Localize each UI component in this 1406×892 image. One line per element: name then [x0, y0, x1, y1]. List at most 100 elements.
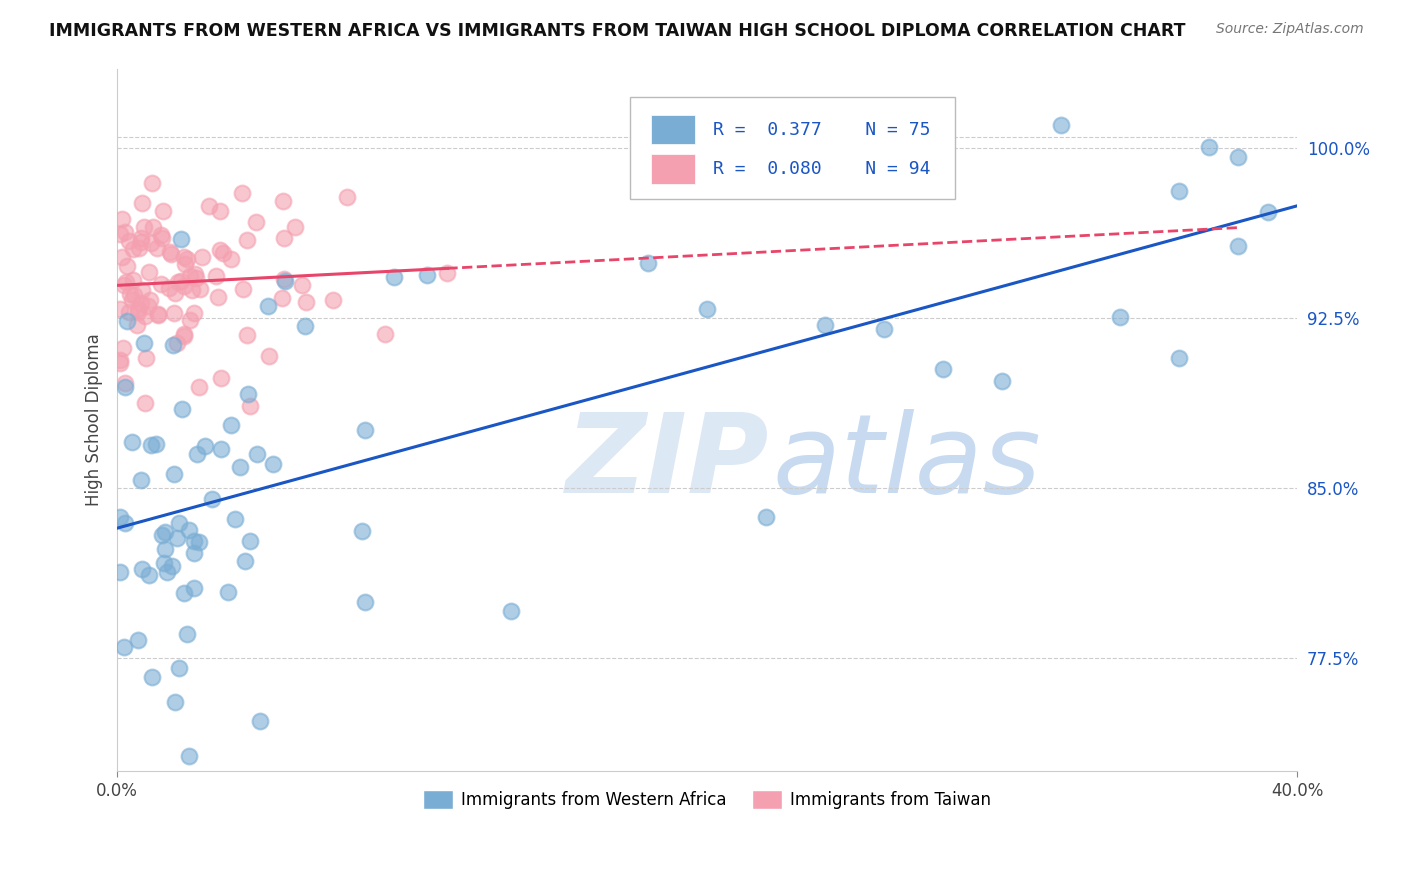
Point [246, 447, 269, 461]
Point [159, 245, 181, 260]
Point [141, 670, 163, 684]
Point [239, 533, 262, 548]
Point [146, 307, 169, 321]
Point [138, 568, 160, 582]
Point [209, 442, 232, 457]
Point [179, 313, 201, 327]
Point [108, 566, 131, 580]
Point [115, 260, 138, 274]
Y-axis label: High School Diploma: High School Diploma [86, 334, 103, 507]
Point [118, 304, 141, 318]
Point [188, 282, 211, 296]
Point [135, 351, 157, 366]
Point [217, 585, 239, 599]
Point [183, 534, 205, 549]
Point [139, 293, 162, 307]
Point [142, 219, 165, 234]
Point [169, 661, 191, 675]
Point [160, 246, 183, 260]
Point [170, 274, 193, 288]
Point [236, 327, 259, 342]
Point [209, 243, 232, 257]
Point [416, 268, 439, 283]
Point [176, 627, 198, 641]
Point [1227, 239, 1250, 253]
Point [183, 546, 205, 560]
Point [188, 379, 211, 393]
Point [153, 524, 176, 539]
Point [134, 219, 156, 234]
Point [204, 268, 226, 283]
Point [173, 326, 195, 341]
Point [173, 586, 195, 600]
Point [932, 362, 955, 376]
Point [152, 203, 174, 218]
Point [1257, 205, 1279, 219]
Point [166, 532, 188, 546]
Point [1227, 150, 1250, 164]
Text: atlas: atlas [772, 409, 1040, 516]
Point [335, 190, 357, 204]
Point [224, 511, 246, 525]
Point [991, 374, 1014, 388]
Point [194, 439, 217, 453]
Point [354, 595, 377, 609]
Point [145, 437, 167, 451]
Point [122, 243, 145, 257]
Point [219, 252, 242, 267]
Point [1168, 184, 1191, 198]
Text: R =  0.377    N = 75: R = 0.377 N = 75 [713, 120, 931, 138]
Legend: Immigrants from Western Africa, Immigrants from Taiwan: Immigrants from Western Africa, Immigran… [416, 784, 998, 816]
Point [172, 401, 194, 416]
Point [128, 241, 150, 255]
Point [129, 231, 152, 245]
FancyBboxPatch shape [630, 96, 955, 199]
Point [174, 257, 197, 271]
Point [374, 326, 396, 341]
Point [263, 458, 285, 472]
Point [146, 308, 169, 322]
Point [233, 554, 256, 568]
Point [1050, 118, 1073, 132]
Point [155, 542, 177, 557]
Point [169, 516, 191, 530]
Point [177, 524, 200, 538]
Point [1109, 310, 1132, 324]
Point [120, 287, 142, 301]
Point [111, 341, 134, 355]
Point [166, 335, 188, 350]
Point [108, 352, 131, 367]
Point [257, 349, 280, 363]
Point [131, 196, 153, 211]
Point [184, 271, 207, 285]
Point [188, 535, 211, 549]
Point [173, 279, 195, 293]
Point [350, 524, 373, 538]
Point [245, 215, 267, 229]
FancyBboxPatch shape [651, 115, 696, 145]
Point [121, 435, 143, 450]
Text: Source: ZipAtlas.com: Source: ZipAtlas.com [1216, 22, 1364, 37]
Point [112, 640, 135, 654]
Point [167, 275, 190, 289]
Point [208, 204, 231, 219]
Point [121, 293, 143, 307]
Point [114, 376, 136, 391]
Point [322, 293, 344, 308]
Point [211, 245, 233, 260]
Point [183, 305, 205, 319]
Point [637, 256, 659, 270]
Point [231, 186, 253, 201]
Point [183, 267, 205, 281]
Point [111, 211, 134, 226]
Point [176, 252, 198, 266]
Point [186, 447, 208, 461]
Point [163, 467, 186, 481]
Point [149, 228, 172, 243]
Point [160, 558, 183, 573]
Point [163, 285, 186, 300]
Point [180, 283, 202, 297]
Point [207, 290, 229, 304]
Point [146, 241, 169, 255]
Point [249, 714, 271, 728]
